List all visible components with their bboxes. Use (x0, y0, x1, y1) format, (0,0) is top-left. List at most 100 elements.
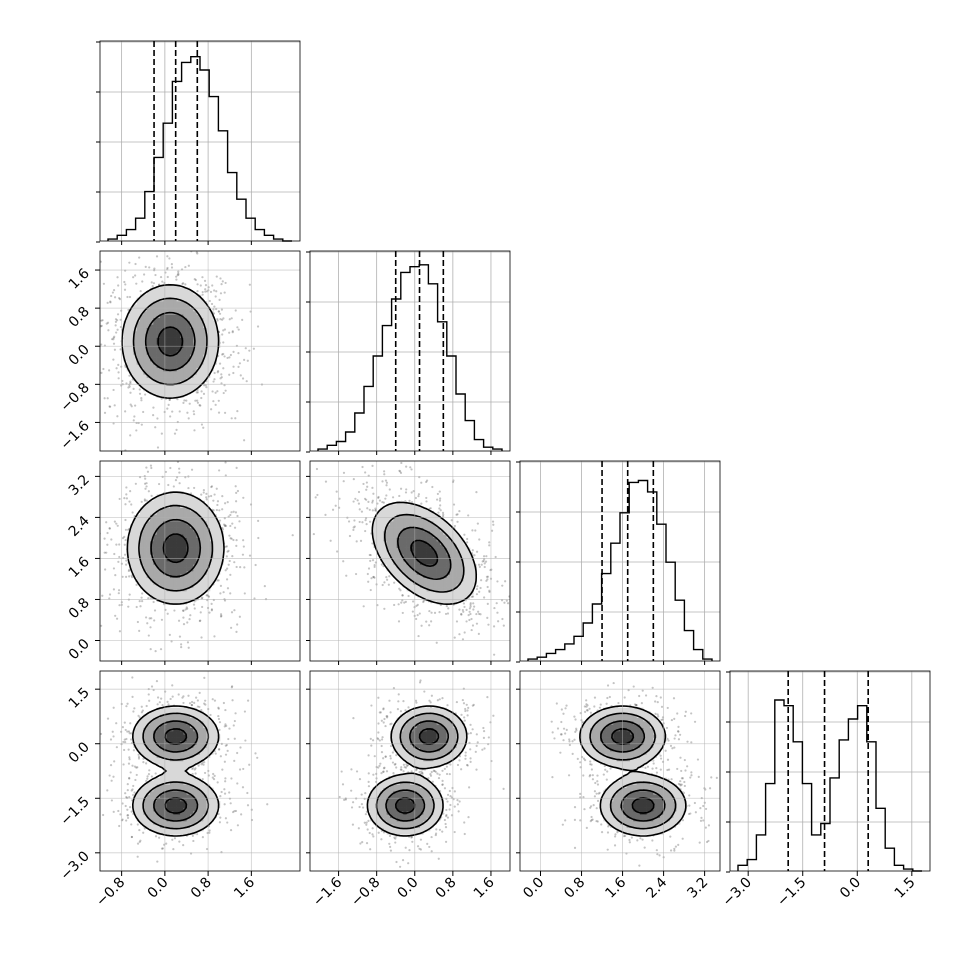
scatter-point (228, 559, 231, 563)
density-cell (193, 384, 197, 388)
density-cell (170, 557, 174, 562)
density-cell (140, 301, 144, 305)
density-cell (176, 501, 181, 505)
density-cell (423, 531, 427, 535)
scatter-point (123, 497, 126, 500)
density-cell (193, 521, 197, 525)
density-cell (173, 527, 177, 532)
density-cell (403, 564, 407, 568)
density-cell (420, 544, 424, 548)
scatter-point (95, 335, 97, 337)
density-cell (143, 544, 147, 548)
density-cell (176, 337, 181, 342)
density-cell (166, 374, 171, 378)
density-cell (430, 584, 434, 588)
density-cell (193, 561, 197, 565)
contour-lines (126, 491, 225, 605)
scatter-point (105, 322, 108, 325)
density-cell (133, 537, 137, 542)
scatter-point (381, 480, 384, 483)
scatter-point (112, 422, 115, 425)
density-cell (166, 511, 171, 515)
density-cell (456, 557, 461, 562)
density-cell (166, 547, 171, 552)
scatter-point (242, 496, 245, 499)
hist-panel-1 (306, 250, 511, 453)
scatter-point (201, 605, 204, 609)
density-cell (126, 341, 131, 345)
density-cell (146, 301, 151, 305)
density-cell (146, 561, 151, 565)
scatter-point (384, 497, 387, 500)
density-cell (193, 501, 197, 505)
density-cell (436, 534, 441, 538)
density-cell (440, 564, 444, 568)
scatter-point (404, 600, 407, 603)
density-cell (446, 541, 451, 545)
density-cell (193, 551, 197, 555)
density-cell (430, 587, 434, 592)
scatter-point (176, 398, 179, 401)
density-cell (430, 527, 434, 532)
density-cell (176, 387, 181, 392)
scatter-point (369, 559, 372, 562)
scatter-point (471, 595, 475, 598)
density-cell (146, 571, 151, 575)
density-cell (436, 517, 441, 522)
density-cell (146, 341, 151, 345)
scatter-point (401, 594, 404, 597)
panel-content (95, 251, 264, 451)
scatter-point (129, 391, 132, 394)
scatter-point (199, 284, 202, 287)
scatter-point (210, 494, 213, 498)
scatter-point (152, 406, 155, 409)
density-cell (450, 577, 454, 582)
density-cell (430, 537, 434, 542)
density-cell (196, 587, 201, 592)
scatter-point (256, 325, 260, 328)
density-cell (123, 341, 127, 345)
density-cell (406, 551, 411, 555)
density-cell (403, 571, 407, 575)
scatter-point (409, 466, 412, 469)
scatter-point (436, 492, 439, 496)
density-cell (170, 554, 174, 558)
density-cell (210, 534, 214, 538)
scatter-point (479, 613, 482, 616)
density-cell (156, 377, 161, 382)
density-cell (416, 531, 421, 535)
density-cell (173, 531, 177, 535)
density-cell (423, 554, 427, 558)
density-cell (390, 554, 394, 558)
density-cell (196, 561, 201, 565)
density-cell (183, 311, 187, 315)
density-cell (216, 531, 221, 535)
density-cell (416, 557, 421, 562)
scatter-point (149, 464, 153, 467)
density-cell (156, 307, 161, 312)
density-cell (436, 594, 441, 598)
density-cell (463, 571, 467, 575)
density-cell (200, 341, 204, 345)
density-cell (400, 544, 404, 548)
scatter-point (409, 444, 411, 446)
density-cell (196, 591, 201, 595)
density-cell (430, 514, 434, 518)
density-cell (140, 361, 144, 365)
scatter-point (422, 599, 425, 602)
scatter-point (174, 479, 178, 482)
density-cell (203, 524, 207, 528)
scatter-point (235, 565, 238, 569)
density-cell (186, 334, 191, 338)
density-cell (426, 521, 431, 525)
density-cell (150, 507, 154, 512)
density-cell (176, 321, 181, 325)
density-cell (143, 541, 147, 545)
density-cell (190, 504, 194, 508)
scatter-point (166, 266, 169, 270)
density-cell (433, 531, 437, 535)
scatter-point (226, 587, 230, 590)
density-cell (463, 547, 467, 552)
scatter-point (210, 485, 214, 488)
density-cell (400, 574, 404, 578)
